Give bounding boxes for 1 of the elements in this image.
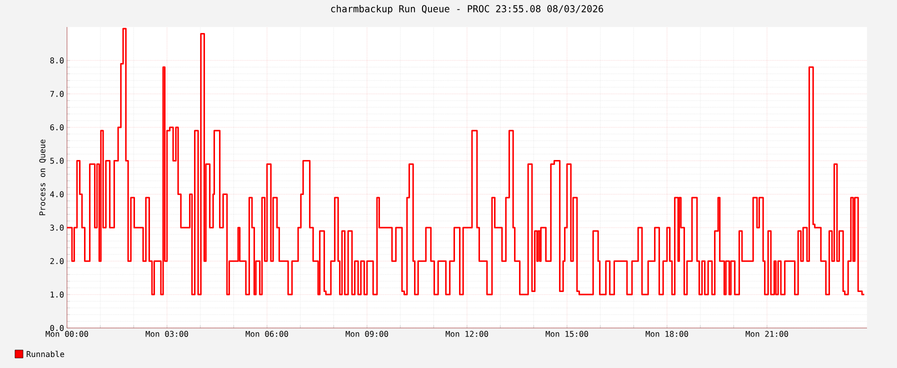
chart-title: charmbackup Run Queue - PROC 23:55.08 08/03/2026 [331, 5, 604, 14]
